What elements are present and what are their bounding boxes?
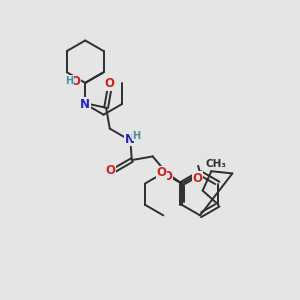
Text: CH₃: CH₃ [206,159,226,170]
Text: O: O [105,77,115,90]
Text: N: N [124,133,135,146]
Text: O: O [163,170,173,183]
Text: O: O [157,167,167,179]
Text: O: O [71,76,81,88]
Text: H: H [65,76,73,85]
Text: N: N [80,98,90,111]
Text: H: H [132,131,140,141]
Text: O: O [192,172,202,184]
Text: O: O [106,164,116,177]
